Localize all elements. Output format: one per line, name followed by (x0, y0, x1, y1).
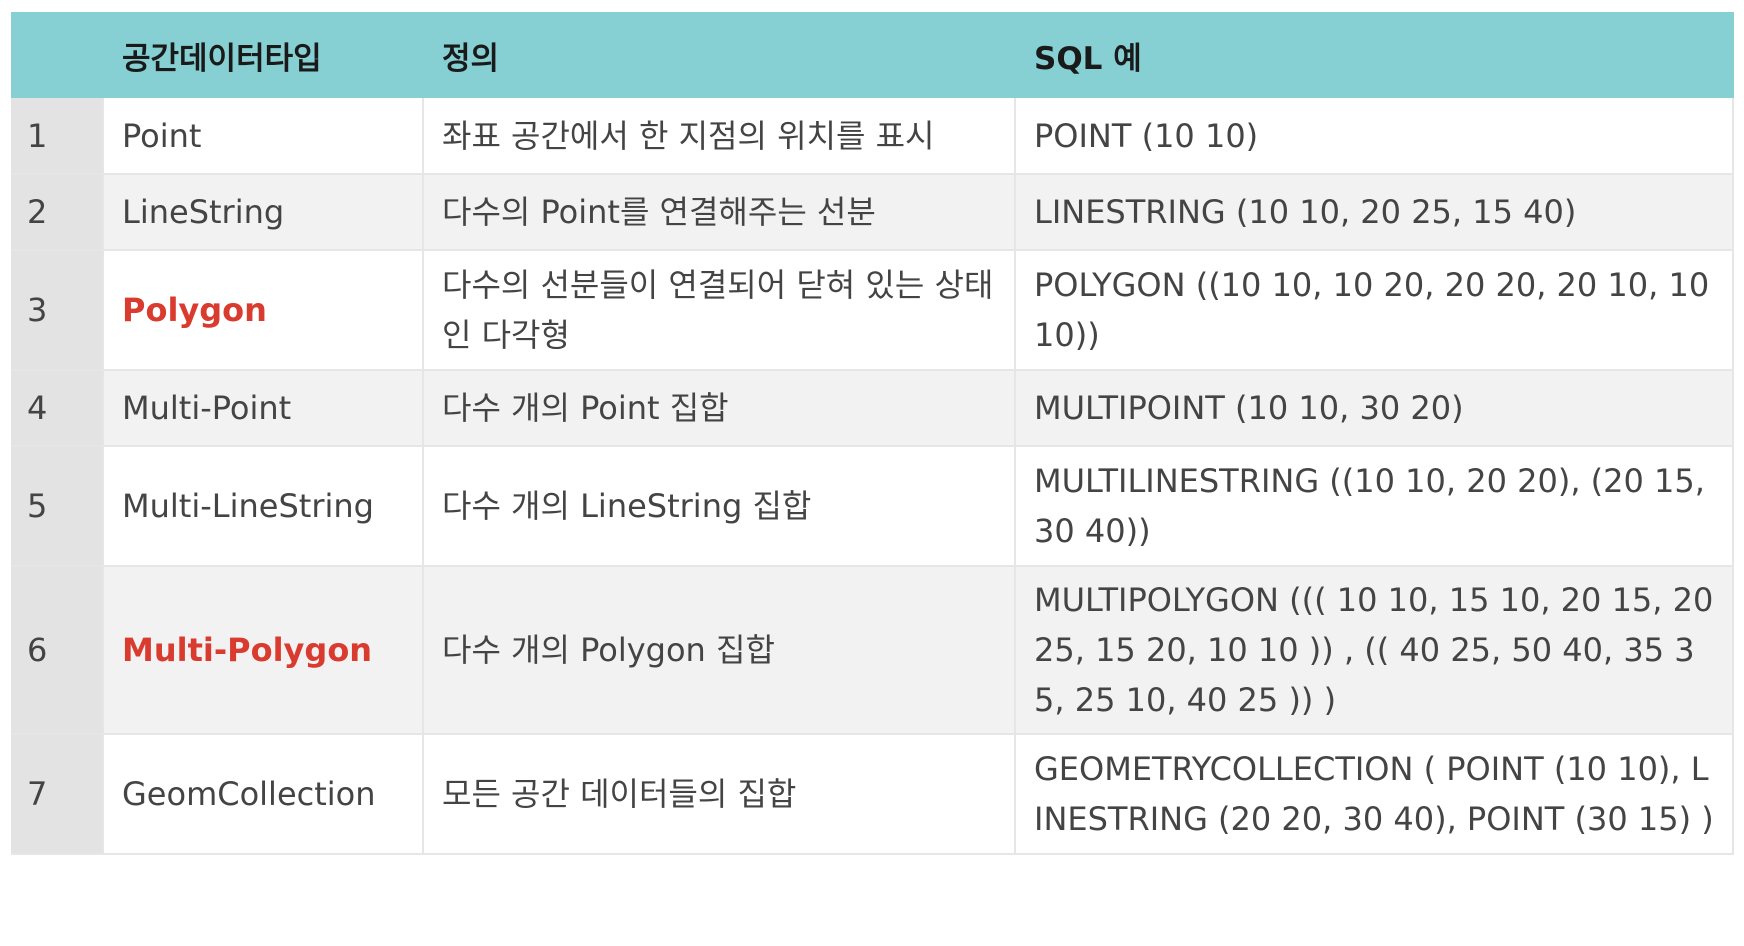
row-number: 7 (11, 734, 104, 855)
row-type: GeomCollection (103, 734, 424, 855)
row-sql-example: MULTIPOLYGON ((( 10 10, 15 10, 20 15, 20… (1015, 566, 1734, 735)
row-type: Multi-LineString (103, 446, 424, 567)
row-type: Multi-Point (103, 370, 424, 447)
row-number: 2 (11, 174, 104, 251)
table-row: 3 Polygon 다수의 선분들이 연결되어 닫혀 있는 상태인 다각형 POLYG… (11, 250, 1734, 371)
row-definition: 다수의 선분들이 연결되어 닫혀 있는 상태인 다각형 (423, 250, 1016, 371)
row-type: Point (103, 98, 424, 175)
row-number: 1 (11, 98, 104, 175)
table-row: 1 Point 좌표 공간에서 한 지점의 위치를 표시 POINT (10 10) (11, 98, 1734, 175)
row-number: 5 (11, 446, 104, 567)
row-sql-example: GEOMETRYCOLLECTION ( POINT (10 10), LINE… (1015, 734, 1734, 855)
spatial-data-types-table: 공간데이터타입 정의 SQL 예 1 Point 좌표 공간에서 한 지점의 위치를… (11, 12, 1734, 855)
row-sql-example: MULTILINESTRING ((10 10, 20 20), (20 15,… (1015, 446, 1734, 567)
table-row: 2 LineString 다수의 Point를 연결해주는 선분 LINESTRING… (11, 174, 1734, 251)
row-sql-example: POLYGON ((10 10, 10 20, 20 20, 20 10, 10… (1015, 250, 1734, 371)
row-number: 6 (11, 566, 104, 735)
row-definition: 좌표 공간에서 한 지점의 위치를 표시 (423, 98, 1016, 175)
header-type: 공간데이터타입 (103, 12, 424, 98)
table-body: 1 Point 좌표 공간에서 한 지점의 위치를 표시 POINT (10 10) 2… (11, 98, 1734, 855)
row-definition: 모든 공간 데이터들의 집합 (423, 734, 1016, 855)
row-number: 3 (11, 250, 104, 371)
table-row: 6 Multi-Polygon 다수 개의 Polygon 집합 MULTIPOLYG… (11, 566, 1734, 735)
header-definition: 정의 (423, 12, 1016, 98)
row-number: 4 (11, 370, 104, 447)
row-definition: 다수 개의 Point 집합 (423, 370, 1016, 447)
table-row: 5 Multi-LineString 다수 개의 LineString 집합 MULT… (11, 446, 1734, 567)
table-row: 7 GeomCollection 모든 공간 데이터들의 집합 GEOMETRYCOL… (11, 734, 1734, 855)
row-sql-example: MULTIPOINT (10 10, 30 20) (1015, 370, 1734, 447)
row-type: Multi-Polygon (103, 566, 424, 735)
row-definition: 다수의 Point를 연결해주는 선분 (423, 174, 1016, 251)
row-type: LineString (103, 174, 424, 251)
header-row: 공간데이터타입 정의 SQL 예 (11, 12, 1734, 98)
table-row: 4 Multi-Point 다수 개의 Point 집합 MULTIPOINT (10… (11, 370, 1734, 447)
row-definition: 다수 개의 Polygon 집합 (423, 566, 1016, 735)
table-header: 공간데이터타입 정의 SQL 예 (11, 12, 1734, 98)
header-sql-example: SQL 예 (1015, 12, 1734, 98)
row-type: Polygon (103, 250, 424, 371)
header-number (11, 12, 104, 98)
row-definition: 다수 개의 LineString 집합 (423, 446, 1016, 567)
row-sql-example: POINT (10 10) (1015, 98, 1734, 175)
row-sql-example: LINESTRING (10 10, 20 25, 15 40) (1015, 174, 1734, 251)
